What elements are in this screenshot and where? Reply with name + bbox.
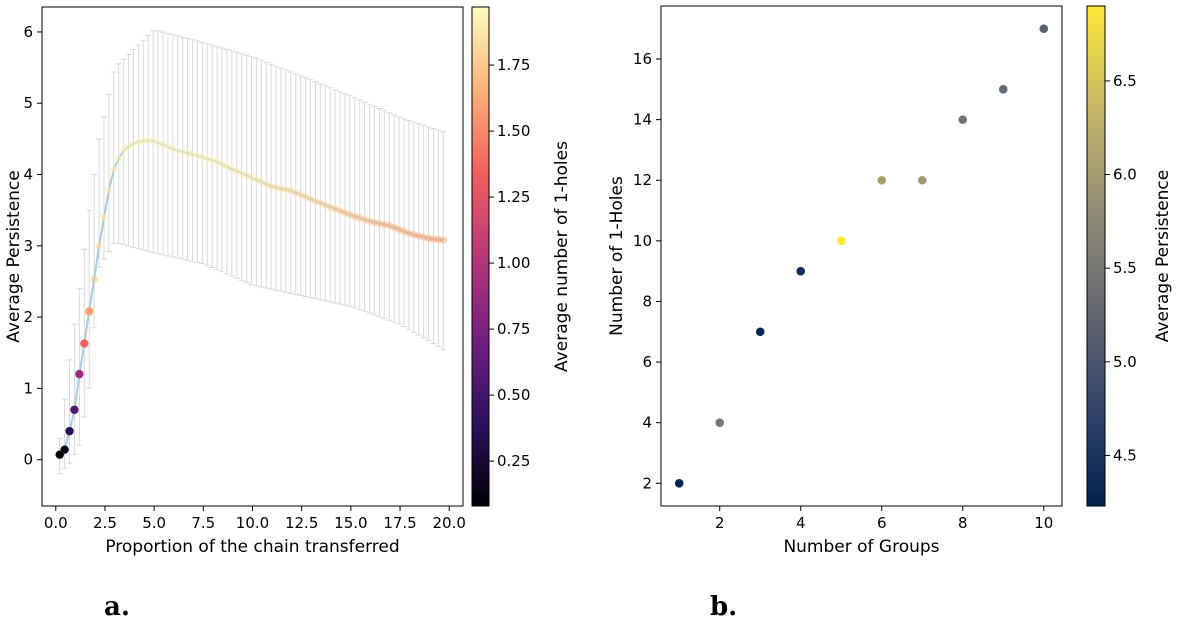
chart-a-colorbar-tick-label: 0.50 — [497, 386, 530, 404]
chart-b-colorbar-tick-label: 5.5 — [1113, 259, 1137, 277]
chart-b-axes-frame — [660, 5, 1063, 507]
chart-b-ytick-label: 10 — [633, 232, 652, 250]
chart-a-xtick-label: 12.5 — [285, 514, 318, 532]
data-point — [877, 175, 887, 185]
chart-a-xtick-label: 7.5 — [191, 514, 215, 532]
panel-label-a: a. — [104, 592, 130, 622]
chart-b-xtick-label: 6 — [877, 514, 887, 532]
chart-a-colorbar-tick-label: 1.00 — [497, 254, 530, 272]
data-point — [100, 213, 108, 221]
chart-a-colorbar-tick-label: 0.75 — [497, 320, 530, 338]
chart-a-axes-frame — [41, 6, 464, 507]
data-point — [836, 236, 846, 246]
chart-a-xtick-label: 17.5 — [383, 514, 416, 532]
chart-b-xtick-label: 2 — [715, 514, 725, 532]
chart-b-colorbar-tick-label: 5.0 — [1113, 353, 1137, 371]
chart-a-ytick-label: 2 — [23, 308, 33, 326]
chart-a-xtick-label: 10.0 — [236, 514, 269, 532]
data-point — [65, 426, 74, 436]
errorbars — [56, 30, 447, 475]
chart-b-ytick-label: 2 — [642, 474, 652, 492]
chart-a-ytick-label: 3 — [23, 237, 33, 255]
chart-a-xtick-label: 5.0 — [142, 514, 166, 532]
data-point — [917, 175, 927, 185]
chart-b-colorbar — [1086, 5, 1106, 507]
chart-a-colorbar-tick-label: 1.50 — [497, 122, 530, 140]
chart-a-ytick-label: 6 — [23, 23, 33, 41]
chart-b-xlabel: Number of Groups — [783, 537, 939, 557]
chart-b-ytick-label: 4 — [642, 414, 652, 432]
data-point — [715, 418, 725, 427]
data-point — [958, 115, 968, 124]
chart-a-xlabel: Proportion of the chain transferred — [105, 537, 399, 557]
chart-b: 2 4 6 8 10 2 4 6 8 10 12 14 16 Number of Groups Number… — [607, 5, 1173, 557]
chart-b-ytick-label: 16 — [633, 50, 652, 68]
data-point — [90, 275, 98, 283]
chart-a-ytick-label: 1 — [23, 379, 33, 397]
chart-b-xtick-label: 8 — [958, 514, 968, 532]
chart-b-ytick-label: 12 — [633, 171, 652, 189]
chart-b-colorbar-label: Average Persistence — [1153, 170, 1173, 342]
data-point — [105, 186, 113, 194]
data-point — [674, 478, 684, 488]
data-point — [95, 242, 103, 250]
data-point — [115, 155, 123, 163]
chart-b-colorbar-tick-label: 6.0 — [1113, 166, 1137, 184]
chart-b-ylabel: Number of 1-Holes — [607, 176, 627, 336]
data-point — [439, 236, 447, 244]
data-point — [139, 136, 147, 145]
chart-b-ytick-label: 14 — [633, 111, 652, 129]
chart-a-ytick-label: 4 — [23, 166, 33, 184]
data-point — [60, 445, 69, 454]
data-point — [85, 307, 94, 316]
chart-b-colorbar-tick-label: 4.5 — [1113, 446, 1137, 464]
chart-a-colorbar-tick-label: 1.75 — [497, 56, 530, 74]
chart-a: 0.0 2.5 5.0 7.5 10.0 12.5 15.0 17.5 20.0 0 1 2 3 4 5 6 P… — [4, 6, 572, 557]
data-point — [796, 266, 806, 276]
data-point — [1039, 24, 1049, 34]
data-point — [755, 327, 765, 337]
data-point — [110, 165, 118, 174]
chart-b-ytick-label: 6 — [642, 353, 652, 371]
data-point — [70, 405, 79, 414]
chart-a-ylabel: Average Persistence — [4, 170, 24, 342]
points — [55, 136, 447, 459]
points — [674, 24, 1049, 488]
data-point — [75, 369, 84, 379]
chart-a-colorbar-tick-label: 1.25 — [497, 188, 530, 206]
chart-a-xtick-label: 2.5 — [93, 514, 117, 532]
chart-a-ytick-label: 5 — [23, 94, 33, 112]
chart-a-colorbar-label: Average number of 1-holes — [552, 141, 572, 372]
chart-b-xtick-label: 10 — [1034, 514, 1053, 532]
chart-a-xtick-label: 0.0 — [44, 514, 68, 532]
chart-a-colorbar-tick-label: 0.25 — [497, 452, 530, 470]
chart-b-ytick-label: 8 — [642, 292, 652, 310]
chart-a-xtick-label: 20.0 — [433, 514, 466, 532]
chart-a-colorbar — [471, 6, 490, 507]
chart-a-ytick-label: 0 — [23, 451, 33, 469]
data-point — [80, 339, 89, 348]
chart-b-colorbar-tick-label: 6.5 — [1113, 72, 1137, 90]
chart-a-xtick-label: 15.0 — [334, 514, 367, 532]
data-point — [998, 85, 1008, 94]
panel-label-b: b. — [710, 592, 738, 622]
data-point — [120, 146, 128, 155]
chart-b-xtick-label: 4 — [796, 514, 806, 532]
